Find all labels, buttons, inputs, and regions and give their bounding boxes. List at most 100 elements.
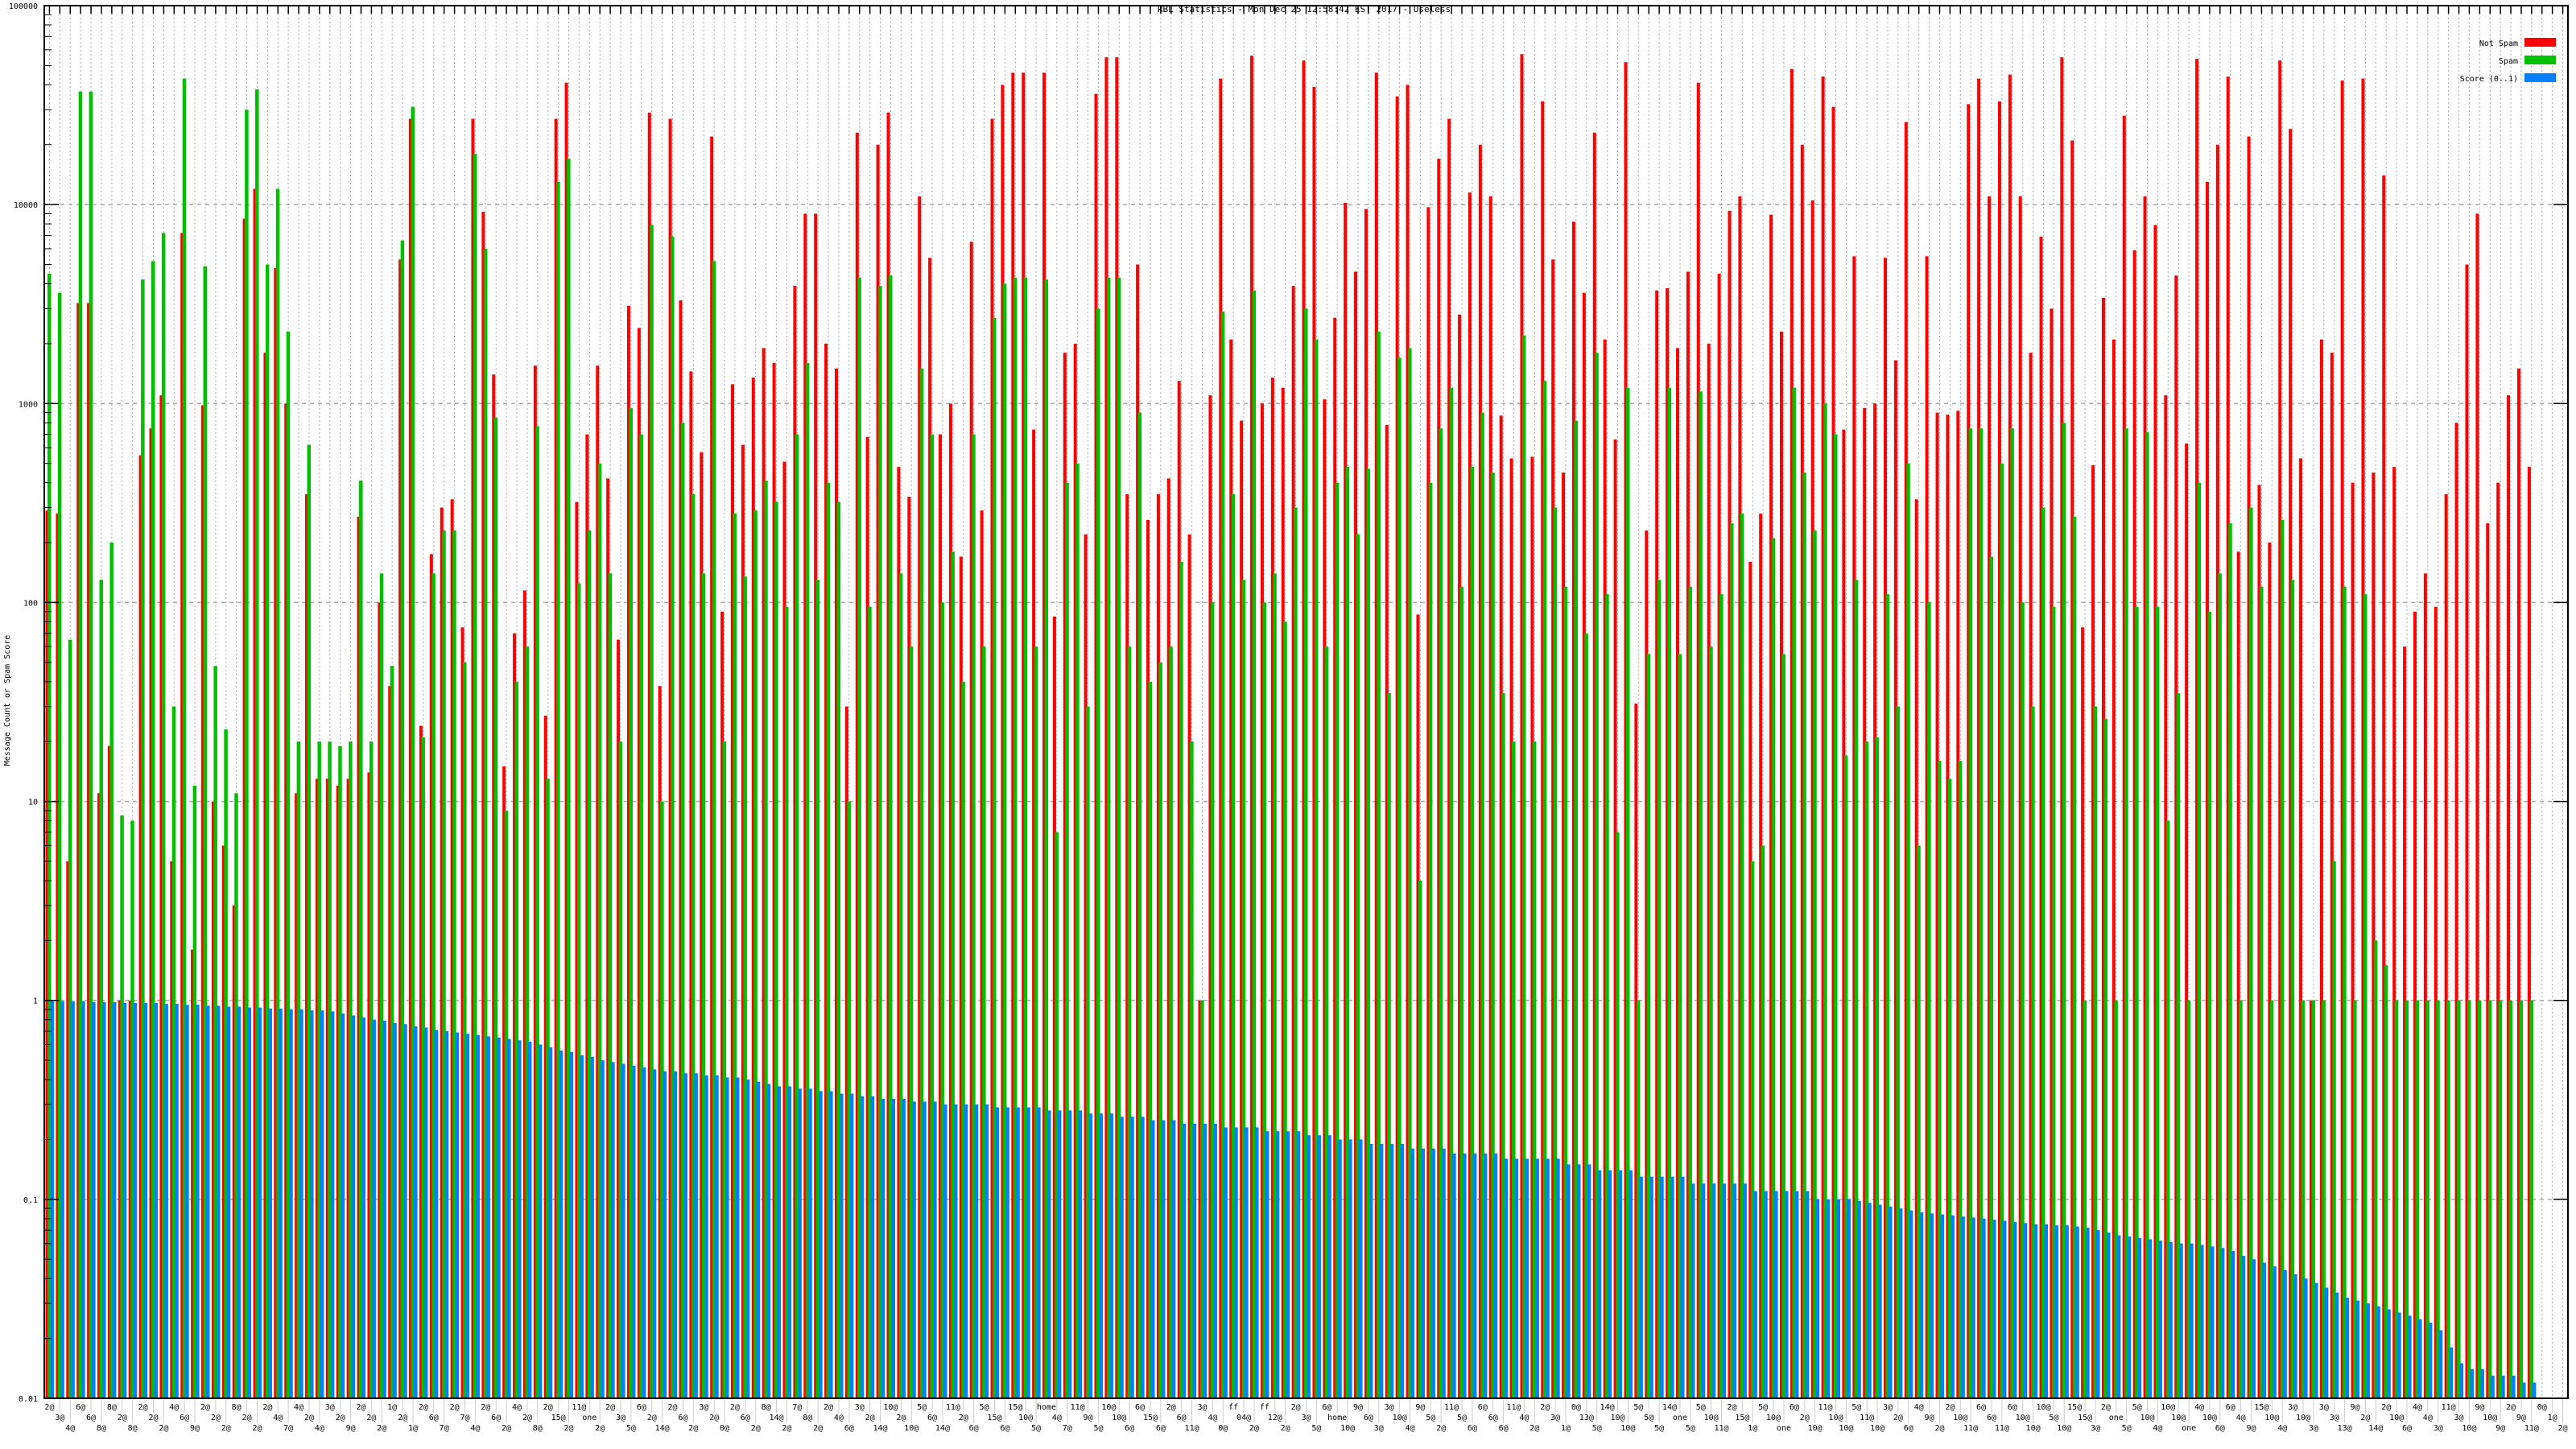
spam-bar: [2477, 1000, 2482, 1398]
score-bar: [2324, 1287, 2329, 1398]
x-tick-label: 2@: [118, 1414, 127, 1422]
score-bar: [745, 1080, 750, 1398]
not-spam-bar: [1240, 420, 1244, 1399]
score-bar: [372, 1019, 376, 1398]
spam-bar: [1210, 602, 1215, 1398]
not-spam-bar: [367, 772, 371, 1398]
score-bar: [2438, 1330, 2443, 1398]
score-bar: [1368, 1143, 1373, 1398]
spam-bar: [317, 741, 321, 1398]
score-bar: [361, 1018, 366, 1398]
not-spam-bar: [1780, 331, 1784, 1399]
x-tick-label: 2@: [242, 1414, 252, 1422]
not-spam-bar: [855, 132, 859, 1399]
score-bar: [71, 1001, 75, 1398]
not-spam-bar: [1759, 513, 1763, 1398]
not-spam-bar: [1738, 196, 1742, 1398]
not-spam-bar: [1499, 415, 1503, 1398]
x-tick-label: 5@: [1758, 1403, 1768, 1412]
x-tick-label: 2@: [751, 1424, 761, 1433]
spam-bar: [452, 530, 456, 1399]
x-tick-label: 8@: [232, 1403, 242, 1412]
score-bar: [2169, 1241, 2173, 1398]
score-bar: [2459, 1363, 2464, 1398]
spam-bar: [1304, 308, 1308, 1398]
spam-bar: [701, 573, 706, 1398]
x-tick-label: 1@: [1748, 1424, 1757, 1433]
spam-bar: [286, 331, 291, 1399]
score-bar: [1587, 1164, 1591, 1398]
score-bar: [1130, 1117, 1134, 1398]
spam-bar: [868, 606, 872, 1398]
not-spam-bar: [834, 368, 838, 1399]
score-bar: [1826, 1199, 1831, 1398]
not-spam-bar: [1914, 499, 1918, 1399]
score-bar: [444, 1030, 449, 1398]
spam-bar: [1843, 755, 1848, 1398]
spam-bar: [1034, 646, 1038, 1398]
score-bar: [1992, 1220, 1996, 1398]
spam-bar: [1324, 646, 1329, 1398]
not-spam-bar: [357, 516, 361, 1398]
score-bar: [2137, 1237, 2142, 1398]
score-bar: [2013, 1221, 2017, 1398]
x-tick-label: 2@: [366, 1414, 376, 1422]
spam-bar: [774, 502, 778, 1398]
score-bar: [330, 1011, 335, 1398]
not-spam-bar: [378, 602, 382, 1398]
spam-bar: [1418, 880, 1422, 1398]
x-tick-label: 2@: [865, 1414, 875, 1422]
not-spam-bar: [1562, 472, 1566, 1399]
score-bar: [81, 1001, 85, 1398]
x-tick-label: 5@: [1426, 1414, 1435, 1422]
score-bar: [351, 1015, 356, 1398]
spam-bar: [1283, 621, 1287, 1398]
x-tick-label: 2@: [1934, 1424, 1944, 1433]
legend: Not Spam Spam Score (0..1): [2460, 38, 2556, 84]
spam-bar: [369, 741, 374, 1398]
score-bar: [2532, 1382, 2537, 1398]
not-spam-bar: [1166, 478, 1170, 1398]
not-spam-bar: [679, 300, 683, 1399]
spam-bar: [2425, 1000, 2429, 1398]
score-bar: [2252, 1259, 2256, 1398]
x-tick-label: 15@: [1008, 1403, 1022, 1412]
not-spam-bar: [1935, 412, 1939, 1398]
spam-bar: [1231, 493, 1236, 1398]
not-spam-bar: [1385, 424, 1389, 1398]
not-spam-bar: [1022, 72, 1026, 1398]
x-tick-label: 3@: [1197, 1403, 1207, 1412]
x-tick-label: 5@: [2132, 1403, 2142, 1412]
spam-bar: [130, 820, 134, 1398]
not-spam-bar: [336, 786, 340, 1398]
score-bar: [715, 1075, 719, 1398]
not-spam-bar: [948, 403, 952, 1399]
spam-bar: [1200, 1000, 1204, 1398]
spam-bar: [1439, 428, 1443, 1398]
not-spam-bar: [1530, 456, 1534, 1399]
score-bar: [1898, 1208, 1903, 1398]
score-bar: [414, 1026, 418, 1398]
score-bar: [1389, 1143, 1394, 1398]
x-tick-label: 2@: [481, 1403, 490, 1412]
x-tick-label: 3@: [1374, 1424, 1384, 1433]
x-tick-label: ff: [1260, 1403, 1269, 1412]
y-tick-label: 0.1: [23, 1196, 38, 1205]
x-tick-label: 5@: [1311, 1424, 1321, 1433]
spam-bar: [629, 407, 633, 1399]
not-spam-bar: [2091, 464, 2095, 1398]
not-spam-bar: [295, 793, 299, 1398]
spam-bar: [1023, 277, 1028, 1398]
x-tick-label: 8@: [97, 1424, 106, 1433]
x-tick-label: 6@: [637, 1403, 646, 1412]
spam-bar: [47, 273, 52, 1399]
spam-bar: [1335, 482, 1340, 1398]
x-tick-label: 2@: [398, 1414, 407, 1422]
spam-bar: [1387, 693, 1391, 1398]
not-spam-bar: [1624, 62, 1628, 1398]
score-bar: [1037, 1107, 1041, 1398]
score-bar: [2210, 1246, 2215, 1398]
not-spam-bar: [1354, 271, 1358, 1398]
score-bar: [455, 1032, 460, 1398]
not-spam-bar: [66, 861, 70, 1398]
